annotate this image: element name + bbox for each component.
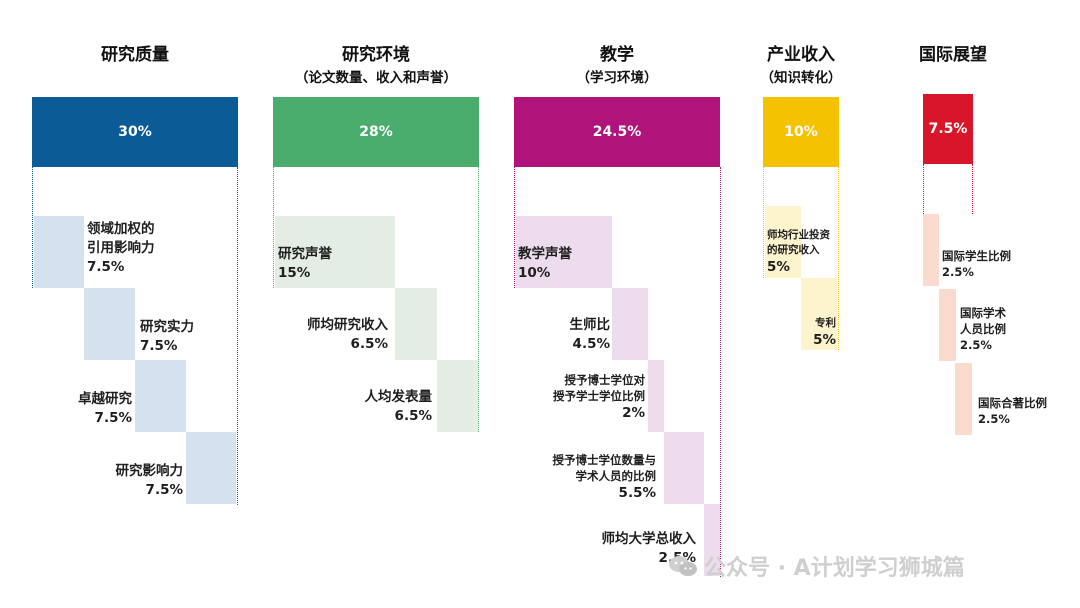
teaching-right-guide — [720, 167, 721, 577]
rq-bar-3 — [135, 360, 186, 432]
t-bar-3 — [648, 360, 664, 432]
re-label-2: 师均研究收入 6.5% — [307, 317, 388, 352]
rq-label-3: 卓越研究 7.5% — [78, 391, 132, 426]
t-bar-2 — [612, 288, 648, 360]
teaching-title: 教学 — [600, 45, 634, 65]
research-quality-weight: 30% — [118, 124, 152, 140]
re-bar-3 — [437, 360, 478, 432]
teaching-weight-box: 24.5% — [514, 97, 720, 167]
rq-label-4: 研究影响力 7.5% — [115, 463, 184, 498]
t-label-3: 授予博士学位对 授予学士学位比例 2% — [553, 373, 645, 421]
international-weight: 7.5% — [928, 121, 968, 137]
i-label-2: 专利 5% — [813, 317, 836, 348]
i-bar-1 — [765, 206, 801, 278]
research-quality-weight-box: 30% — [32, 97, 238, 167]
research-environment-weight-box: 28% — [273, 97, 479, 167]
re-label-1: 研究声誉 15% — [278, 246, 332, 281]
research-environment-weight: 28% — [359, 124, 393, 140]
rq-bar-2 — [84, 288, 135, 360]
industry-left-guide — [763, 167, 764, 278]
industry-title: 产业收入 — [767, 45, 835, 65]
rq-label-1: 领域加权的 引用影响力 7.5% — [87, 221, 155, 275]
i-bar-2 — [801, 278, 837, 350]
research-environment-subtitle: （论文数量、收入和声誉） — [295, 70, 457, 86]
research-quality-right-guide — [237, 167, 238, 505]
int-bar-3 — [955, 363, 972, 435]
rq-label-2: 研究实力 7.5% — [140, 319, 194, 354]
int-label-1: 国际学生比例 2.5% — [942, 249, 1011, 279]
rq-bar-4 — [186, 432, 236, 504]
teaching-left-guide — [514, 167, 515, 288]
t-bar-1 — [516, 216, 612, 288]
t-label-2: 生师比 4.5% — [569, 317, 611, 352]
teaching-weight: 24.5% — [592, 124, 642, 140]
wechat-icon — [669, 556, 697, 576]
research-environment-right-guide — [478, 167, 479, 432]
industry-weight-box: 10% — [763, 97, 839, 167]
research-environment-title: 研究环境 — [342, 45, 410, 65]
research-environment-left-guide — [273, 167, 274, 288]
industry-subtitle: （知识转化） — [760, 70, 842, 86]
t-label-1: 教学声誉 10% — [518, 246, 572, 281]
int-bar-1 — [923, 214, 939, 286]
international-right-guide — [972, 164, 973, 214]
teaching-subtitle: （学习环境） — [576, 70, 658, 86]
int-bar-2 — [939, 289, 956, 361]
int-label-3: 国际合著比例 2.5% — [978, 396, 1047, 426]
re-bar-2 — [395, 288, 437, 360]
research-quality-left-guide — [32, 167, 33, 288]
rq-bar-1 — [34, 216, 84, 288]
re-label-3: 人均发表量 6.5% — [364, 389, 433, 424]
int-label-2: 国际学术 人员比例 2.5% — [960, 306, 1006, 352]
international-title: 国际展望 — [919, 45, 987, 65]
industry-weight: 10% — [784, 124, 818, 140]
research-quality-title: 研究质量 — [101, 45, 169, 65]
t-bar-4 — [664, 432, 704, 504]
re-bar-1 — [275, 216, 395, 288]
watermark-text: 公众号 · A计划学习狮城篇 — [704, 556, 965, 581]
t-label-4: 授予博士学位数量与 学术人员的比例 5.5% — [552, 453, 657, 501]
watermark: 公众号 · A计划学习狮城篇 — [668, 550, 965, 582]
international-left-guide — [923, 164, 924, 214]
international-weight-box: 7.5% — [923, 94, 973, 164]
t-bar-5 — [704, 504, 720, 576]
industry-right-guide — [838, 167, 839, 350]
i-label-1: 师均行业投资 的研究收入 5% — [767, 229, 830, 275]
